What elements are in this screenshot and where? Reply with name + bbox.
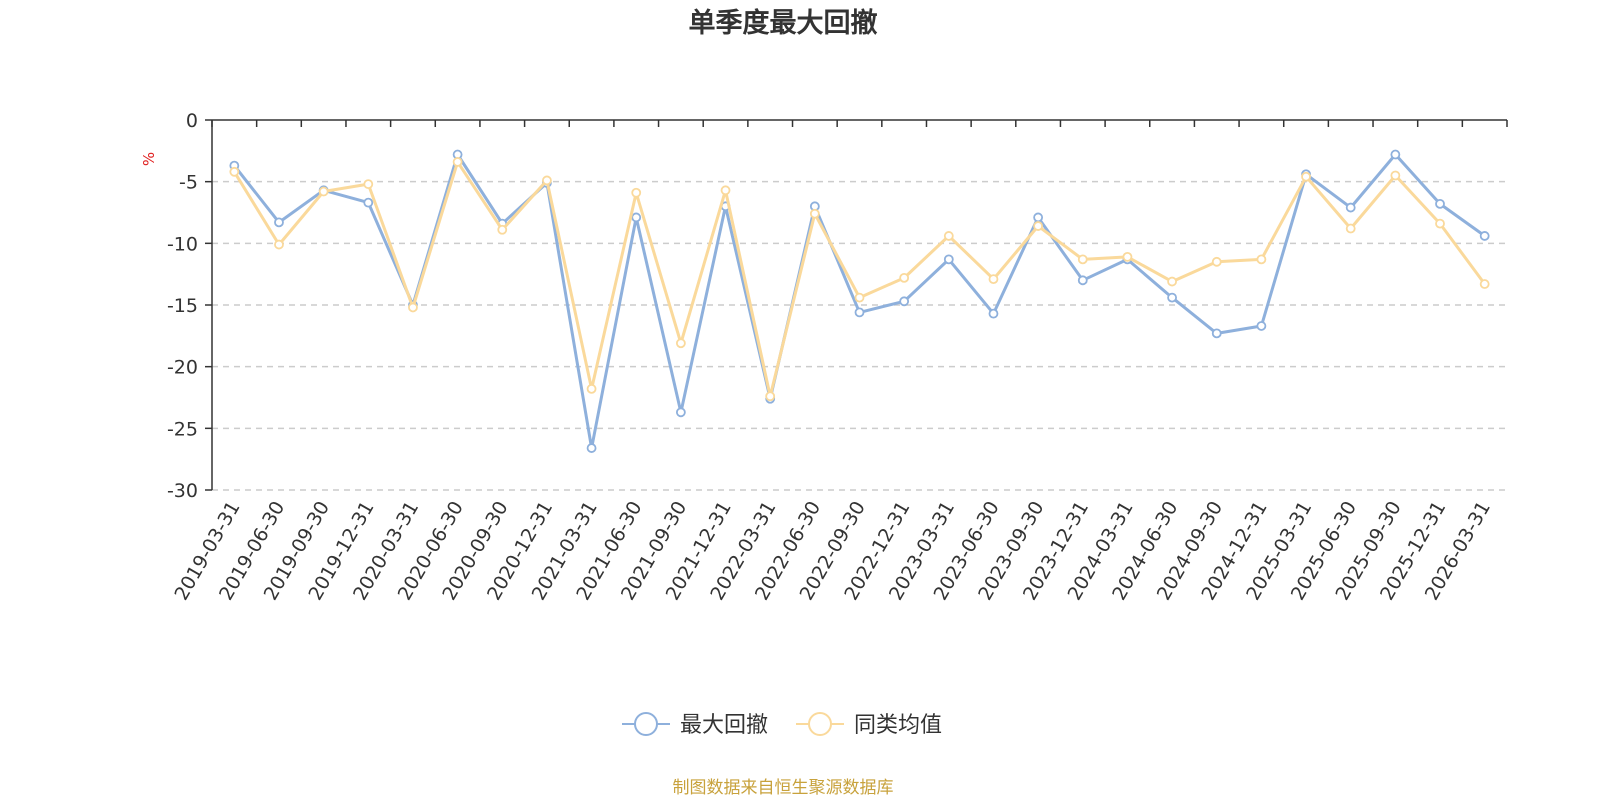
- data-point-2: [1167, 276, 1177, 287]
- data-point-1: [1345, 202, 1356, 213]
- data-point-1: [854, 307, 865, 318]
- data-point-1: [274, 217, 284, 228]
- data-point-2: [1390, 170, 1401, 181]
- grid-lines: [212, 180, 1507, 491]
- data-point-1: [1435, 198, 1445, 209]
- y-axis-unit-label: %: [140, 152, 158, 166]
- data-point-1: [1211, 328, 1222, 339]
- y-tick-label: 0: [186, 110, 198, 132]
- legend-swatch-marker: [634, 712, 658, 736]
- data-point-1: [1033, 212, 1044, 223]
- data-point-1: [675, 407, 686, 418]
- data-point-2: [1435, 218, 1445, 229]
- data-point-1: [1390, 149, 1401, 160]
- data-point-2: [318, 186, 329, 197]
- legend: 最大回撤 同类均值: [622, 712, 942, 738]
- data-point-2: [1301, 171, 1311, 182]
- legend-swatch-marker: [808, 712, 832, 736]
- data-point-2: [586, 383, 597, 394]
- data-point-2: [809, 208, 820, 219]
- y-tick-label: -5: [179, 172, 198, 194]
- y-tick-label: -10: [167, 233, 198, 255]
- data-point-2: [1033, 221, 1044, 231]
- data-point-1: [899, 296, 910, 307]
- data-point-2: [497, 224, 508, 235]
- source-note: 制图数据来自恒生聚源数据库: [673, 778, 894, 798]
- data-point-2: [899, 272, 910, 283]
- data-point-1: [943, 254, 954, 265]
- data-point-2: [452, 157, 463, 167]
- data-point-2: [943, 231, 954, 241]
- data-point-1: [988, 308, 999, 319]
- data-point-1: [1256, 321, 1267, 331]
- y-tick-label: -30: [167, 480, 198, 502]
- data-point-2: [542, 175, 552, 186]
- data-point-2: [720, 185, 731, 196]
- data-point-2: [675, 338, 686, 349]
- data-point-2: [363, 179, 374, 190]
- data-point-1: [1167, 292, 1177, 303]
- data-point-2: [988, 274, 999, 285]
- data-point-1: [1077, 275, 1088, 286]
- y-axis-ticks: 0 -5 -10 -15 -20 -25 -30: [167, 110, 212, 502]
- chart-title: 单季度最大回撤: [689, 7, 878, 39]
- data-point-2: [1479, 279, 1490, 289]
- data-point-2: [1345, 223, 1356, 234]
- y-tick-label: -15: [167, 295, 198, 317]
- data-point-2: [1122, 251, 1133, 262]
- legend-label: 最大回撤: [680, 713, 768, 738]
- data-point-2: [274, 239, 284, 250]
- data-point-2: [229, 166, 240, 177]
- legend-label: 同类均值: [854, 713, 942, 738]
- data-point-2: [765, 391, 776, 402]
- data-point-2: [854, 292, 865, 303]
- data-point-2: [408, 302, 418, 313]
- data-point-2: [1211, 256, 1222, 267]
- data-point-2: [1256, 254, 1267, 265]
- series-line-2: [233, 160, 1486, 398]
- data-point-2: [631, 187, 642, 198]
- data-point-1: [363, 197, 374, 208]
- series-lines: [229, 149, 1490, 453]
- y-tick-label: -25: [167, 418, 198, 440]
- data-point-1: [586, 443, 597, 453]
- y-tick-label: -20: [167, 357, 198, 379]
- data-point-1: [631, 212, 642, 223]
- data-point-2: [1077, 254, 1088, 265]
- data-point-1: [1479, 231, 1490, 241]
